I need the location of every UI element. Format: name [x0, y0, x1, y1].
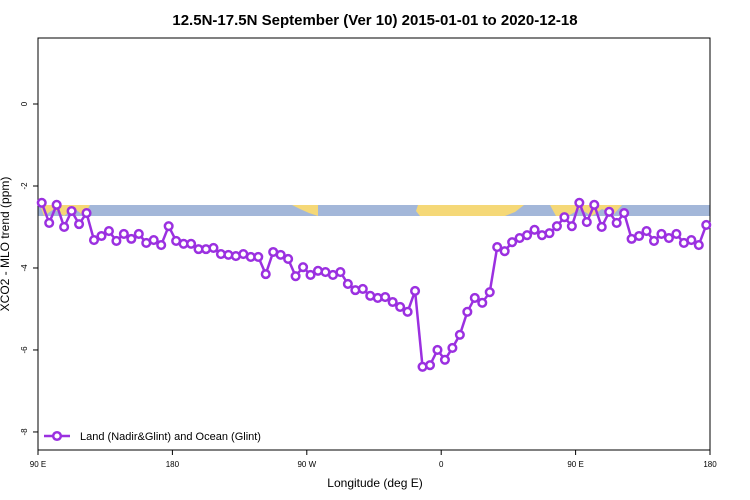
y-tick-label: -2 — [20, 182, 29, 190]
x-axis-label: Longitude (deg E) — [327, 476, 422, 490]
data-point — [380, 292, 391, 303]
data-point — [589, 199, 600, 210]
y-tick-label: -8 — [20, 428, 29, 436]
data-point — [686, 235, 697, 246]
data-point — [103, 226, 114, 237]
data-point — [260, 269, 271, 280]
data-point — [357, 283, 368, 294]
data-point — [559, 212, 570, 223]
data-point — [619, 207, 630, 219]
data-point — [395, 301, 406, 312]
land-mask — [416, 205, 524, 216]
data-point — [477, 297, 488, 308]
data-point — [611, 217, 622, 228]
x-tick-label: 180 — [166, 460, 180, 469]
data-point — [88, 235, 100, 246]
data-point — [126, 233, 137, 244]
data-point — [492, 242, 503, 253]
data-point — [596, 221, 607, 233]
data-point — [581, 217, 592, 228]
data-point — [634, 230, 645, 242]
data-point — [410, 285, 421, 296]
data-point — [59, 221, 70, 233]
data-point — [283, 253, 294, 265]
y-tick-label: -4 — [20, 264, 29, 272]
data-point — [74, 219, 85, 230]
data-point — [522, 230, 533, 241]
y-axis-label: XCO2 - MLO trend (ppm) — [0, 177, 12, 312]
data-point — [432, 344, 443, 356]
data-point — [701, 219, 712, 230]
data-point — [648, 235, 660, 246]
data-point — [96, 230, 107, 242]
data-point — [484, 287, 495, 298]
y-tick-label: 0 — [20, 101, 29, 106]
data-point — [507, 237, 518, 248]
data-point — [454, 329, 465, 340]
land-mask — [292, 205, 318, 216]
data-point — [51, 199, 62, 210]
data-point — [186, 238, 197, 249]
data-point — [133, 228, 144, 240]
legend: Land (Nadir&Glint) and Ocean (Glint) — [44, 430, 261, 443]
data-point — [566, 221, 577, 232]
data-point — [663, 233, 674, 244]
x-tick-label: 90 E — [30, 460, 46, 469]
data-point — [469, 292, 480, 303]
data-point — [671, 228, 682, 240]
data-point — [66, 205, 77, 217]
data-point — [275, 249, 286, 260]
data-point — [118, 228, 129, 240]
x-tick-label: 90 W — [297, 460, 316, 469]
data-point — [402, 306, 413, 317]
data-point — [148, 235, 159, 246]
data-point — [641, 226, 652, 237]
data-point — [298, 262, 309, 273]
data-point — [551, 221, 562, 232]
data-point — [462, 306, 473, 317]
land-mask — [550, 205, 622, 216]
data-point — [499, 246, 510, 257]
land-mask — [40, 205, 90, 216]
plot-frame — [37, 37, 711, 451]
data-point — [387, 296, 398, 308]
data-point — [111, 235, 122, 246]
data-point — [253, 251, 264, 262]
data-point — [156, 239, 167, 251]
data-point — [529, 224, 540, 235]
data-point — [36, 197, 47, 208]
data-point — [693, 239, 704, 251]
legend-marker — [51, 430, 63, 442]
data-point — [81, 207, 92, 219]
data-point — [544, 228, 555, 239]
x-tick-label: 0 — [439, 460, 444, 469]
y-tick-label: -6 — [20, 346, 29, 354]
data-point — [656, 228, 667, 240]
data-point — [305, 269, 316, 281]
data-point — [439, 354, 450, 365]
data-point — [574, 197, 585, 208]
data-point — [342, 278, 353, 290]
x-tick-label: 180 — [703, 460, 717, 469]
data-point — [604, 206, 615, 217]
data-point — [44, 217, 55, 228]
data-point — [335, 267, 346, 278]
data-point — [447, 342, 458, 353]
data-point — [163, 221, 174, 232]
mask-band — [38, 205, 710, 216]
data-point — [290, 271, 301, 282]
data-point — [208, 242, 219, 253]
data-point — [424, 360, 436, 371]
legend-label: Land (Nadir&Glint) and Ocean (Glint) — [80, 431, 261, 443]
chart-title: 12.5N-17.5N September (Ver 10) 2015-01-0… — [172, 12, 577, 29]
x-tick-label: 90 E — [567, 460, 583, 469]
